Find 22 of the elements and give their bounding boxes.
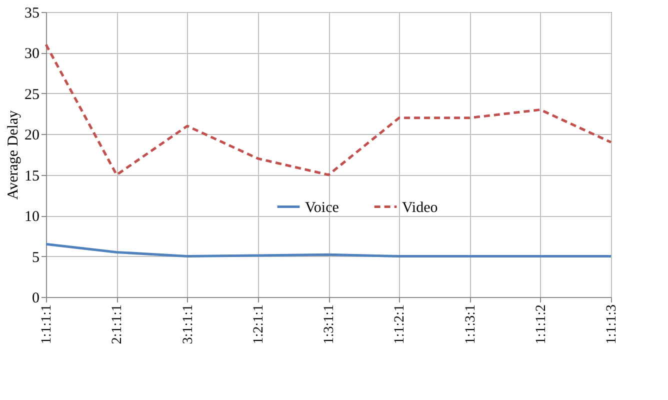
x-tick-label: 3:1:1:1 [180, 304, 196, 344]
y-tick-label: 10 [24, 209, 40, 226]
y-tick-label: 5 [32, 250, 40, 266]
y-tick-label: 0 [32, 290, 40, 306]
x-tick-label: 1:2:1:1 [251, 304, 266, 344]
x-tick-label: 2:1:1:1 [110, 304, 126, 344]
y-tick-label: 15 [24, 168, 40, 184]
x-tick-label: 1:1:1:1 [40, 304, 54, 344]
x-tick-label: 1:1:1:2 [534, 304, 549, 344]
x-tick-label: 1:1:2:1 [392, 304, 408, 344]
legend-label: Voice [305, 200, 340, 216]
y-axis-title: Average Delay [6, 110, 22, 200]
y-tick-label: 30 [24, 46, 40, 62]
y-tick-label: 20 [24, 128, 40, 144]
x-tick-label: 1:1:1:3 [604, 304, 620, 344]
y-tick-label: 35 [24, 6, 40, 22]
x-tick-label: 1:3:1:1 [322, 304, 337, 344]
legend-label: Video [402, 200, 438, 216]
y-tick-label: 25 [24, 86, 40, 103]
line-series [44, 43, 612, 176]
x-tick-label: 1:1:3:1 [463, 304, 478, 344]
line-series [44, 242, 612, 258]
